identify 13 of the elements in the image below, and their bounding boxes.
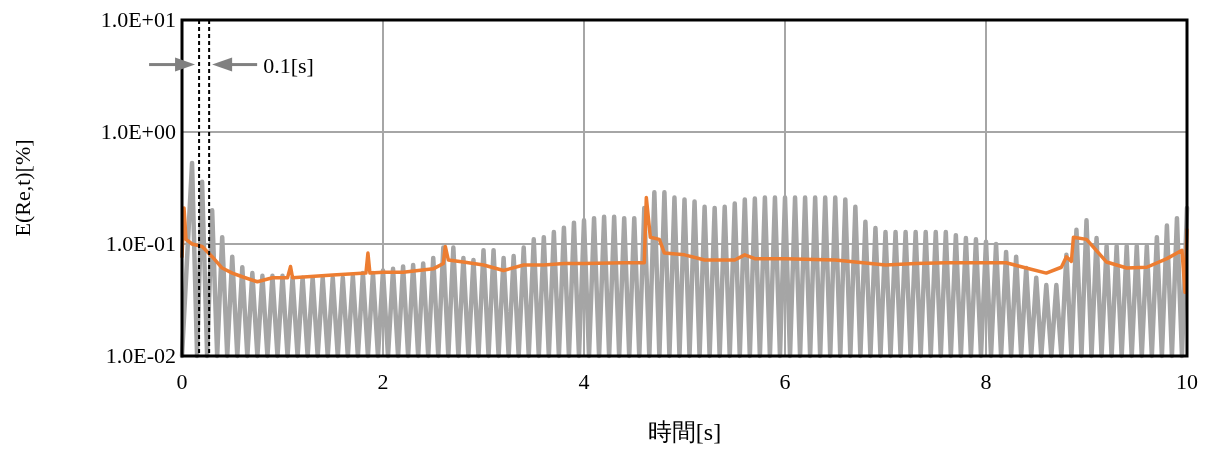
annotation: 0.1[s] bbox=[263, 52, 314, 78]
y-axis-title: E(Re,t)[%] bbox=[10, 139, 35, 237]
y-tick-label: 1.0E-02 bbox=[105, 343, 176, 368]
x-axis-title: 時間[s] bbox=[647, 419, 722, 445]
x-tick-label: 10 bbox=[1176, 369, 1198, 394]
y-tick-label: 1.0E+01 bbox=[100, 7, 176, 32]
x-tick-label: 2 bbox=[377, 369, 389, 394]
x-tick-label: 0 bbox=[176, 369, 188, 394]
y-tick-label: 1.0E+00 bbox=[100, 119, 176, 144]
y-tick-label: 1.0E-01 bbox=[105, 231, 176, 256]
x-tick-label: 4 bbox=[578, 369, 590, 394]
x-tick-label: 6 bbox=[779, 369, 791, 394]
x-tick-label: 8 bbox=[980, 369, 992, 394]
